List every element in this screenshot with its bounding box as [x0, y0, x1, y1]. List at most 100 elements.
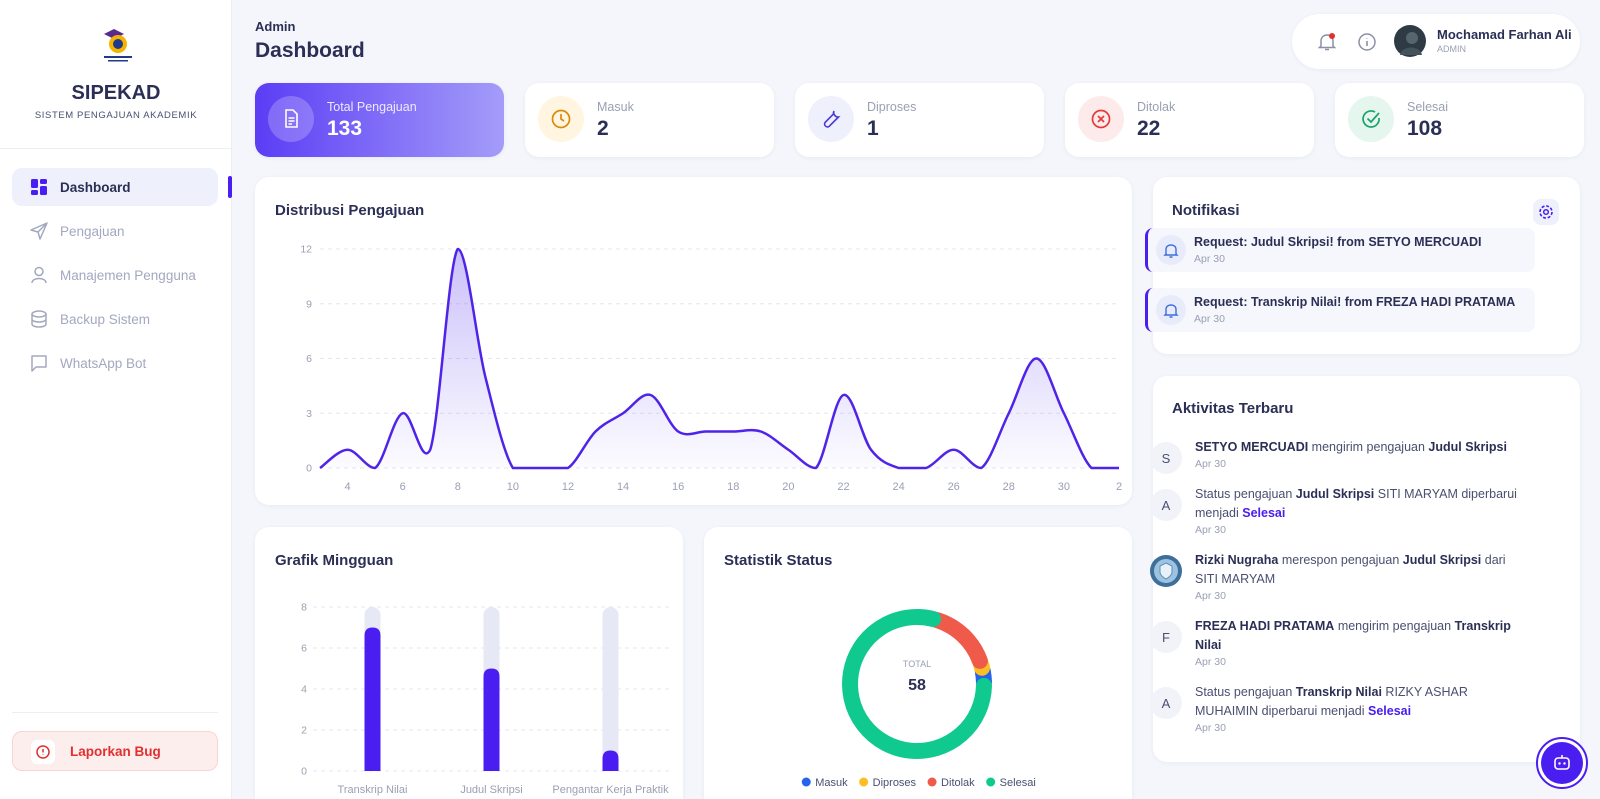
icon — [31, 266, 47, 284]
chart-title: Distribusi Pengajuan — [275, 202, 425, 219]
y-tick-label: 8 — [301, 602, 307, 614]
stat-card: Ditolak 22 — [1065, 83, 1314, 157]
report-bug-label: Laporkan Bug — [70, 743, 161, 759]
activity-text: Status pengajuan Judul Skripsi SITI MARY… — [1195, 485, 1530, 523]
notification-item[interactable]: Request: Transkrip Nilai! from FREZA HAD… — [1145, 288, 1535, 332]
menu-item[interactable]: WhatsApp Bot — [12, 344, 218, 382]
x-tick-label: Judul Skripsi — [460, 784, 522, 796]
activity-text: Rizki Nugraha merespon pengajuan Judul S… — [1195, 551, 1530, 589]
stat-icon — [538, 96, 584, 142]
stat-card: Total Pengajuan 133 — [255, 83, 504, 157]
legend: Masuk Diproses Ditolak Selesai — [801, 777, 1036, 789]
stat-icon — [268, 96, 314, 142]
x-tick-label: 20 — [782, 481, 794, 493]
y-tick-label: 0 — [301, 766, 307, 778]
stat-value: 2 — [597, 117, 609, 140]
icon — [31, 740, 55, 764]
activity-item: Rizki Nugraha merespon pengajuan Judul S… — [1150, 551, 1530, 602]
activity-text-part: Judul Skripsi — [1428, 440, 1507, 454]
stat-label: Total Pengajuan — [327, 100, 417, 114]
y-tick-label: 4 — [301, 684, 307, 696]
x-tick-label: 12 — [562, 481, 574, 493]
activity-date: Apr 30 — [1195, 524, 1226, 536]
page-title: Dashboard — [255, 39, 365, 62]
chatbot-button[interactable] — [1536, 737, 1588, 789]
report-bug-button[interactable]: Laporkan Bug — [12, 731, 218, 771]
stat-card: Selesai 108 — [1335, 83, 1584, 157]
legend-label: Diproses — [873, 777, 917, 789]
activity-card — [1153, 376, 1580, 762]
avatar: S — [1150, 442, 1182, 474]
legend-label: Masuk — [815, 777, 848, 789]
activity-text: SETYO MERCUADI mengirim pengajuan Judul … — [1195, 438, 1530, 457]
activity-text-part: Judul Skripsi — [1295, 487, 1375, 501]
active-indicator — [228, 176, 232, 198]
icon — [1156, 295, 1186, 325]
x-tick-label: 18 — [727, 481, 739, 493]
icon — [31, 310, 47, 328]
stat-label: Masuk — [597, 100, 634, 114]
activity-text-part: Selesai — [1367, 704, 1412, 718]
user-name: Mochamad Farhan Ali — [1437, 27, 1572, 42]
notification-bell[interactable] — [1316, 31, 1338, 53]
avatar: A — [1150, 687, 1182, 719]
activity-date: Apr 30 — [1195, 656, 1226, 668]
x-tick-label: 30 — [1058, 481, 1070, 493]
chart-title: Statistik Status — [724, 552, 833, 569]
activity-text-part: mengirim pengajuan — [1334, 619, 1455, 633]
activity-text-part: merespon pengajuan — [1278, 553, 1403, 567]
activity-text-part: Selesai — [1242, 506, 1286, 520]
x-tick-label: 2 — [1116, 481, 1122, 493]
activity-text: Status pengajuan Transkrip Nilai RIZKY A… — [1195, 683, 1530, 721]
divider — [12, 712, 218, 713]
activity-text-part: Status pengajuan — [1195, 487, 1296, 501]
x-tick-label: 14 — [617, 481, 629, 493]
activity-text-part: Rizki Nugraha — [1195, 553, 1279, 567]
menu-item[interactable]: Dashboard — [12, 168, 218, 206]
stat-label: Selesai — [1407, 100, 1448, 114]
y-tick-label: 6 — [301, 643, 307, 655]
stat-value: 133 — [327, 117, 363, 140]
menu-label: Pengajuan — [60, 223, 125, 239]
user-bar: Mochamad Farhan Ali ADMIN — [1292, 14, 1580, 69]
notification-item[interactable]: Request: Judul Skripsi! from SETYO MERCU… — [1145, 228, 1535, 272]
menu-item[interactable]: Pengajuan — [12, 212, 218, 250]
icon — [1091, 109, 1111, 129]
icon — [31, 179, 47, 195]
icon — [1362, 110, 1380, 128]
legend-label: Selesai — [1000, 777, 1036, 789]
card-title: Aktivitas Terbaru — [1172, 400, 1294, 417]
bar — [602, 750, 619, 771]
icon — [1156, 235, 1186, 265]
x-tick-label: 10 — [507, 481, 519, 493]
area-fill — [320, 249, 1119, 468]
stat-icon — [1348, 96, 1394, 142]
activity-text-part: Transkrip Nilai — [1195, 619, 1511, 652]
stat-value: 1 — [867, 117, 879, 140]
activity-text-part: Transkrip Nilai — [1295, 685, 1382, 699]
legend-swatch — [927, 777, 937, 787]
breadcrumb: Admin — [255, 19, 296, 34]
line-series — [319, 247, 1119, 470]
menu-item[interactable]: Backup Sistem — [12, 300, 218, 338]
chart-title: Grafik Mingguan — [275, 552, 394, 569]
x-tick-label: 24 — [892, 481, 904, 493]
legend-swatch — [986, 777, 996, 787]
user-role: ADMIN — [1437, 44, 1466, 54]
stat-label: Diproses — [867, 100, 917, 114]
avatar: F — [1150, 621, 1182, 653]
stat-card: Masuk 2 — [525, 83, 774, 157]
donut-total: 58 — [908, 677, 926, 694]
x-tick-label: 16 — [672, 481, 684, 493]
user-avatar[interactable] — [1394, 25, 1426, 57]
info-button[interactable] — [1356, 31, 1378, 53]
icon — [551, 109, 571, 129]
menu-item[interactable]: Manajemen Pengguna — [12, 256, 218, 294]
legend-label: Ditolak — [941, 777, 975, 789]
activity-text-part: dari SITI MARYAM — [1195, 553, 1506, 586]
x-tick-label: Transkrip Nilai — [338, 784, 408, 796]
avatar — [1150, 555, 1182, 587]
settings-button[interactable] — [1533, 199, 1559, 225]
notification-date: Apr 30 — [1194, 253, 1225, 265]
